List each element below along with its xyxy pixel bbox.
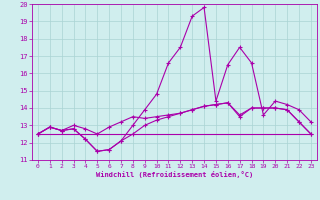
X-axis label: Windchill (Refroidissement éolien,°C): Windchill (Refroidissement éolien,°C) — [96, 171, 253, 178]
